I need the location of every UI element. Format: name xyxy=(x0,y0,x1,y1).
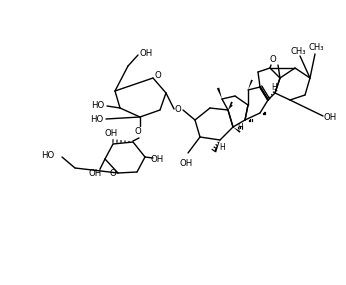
Text: CH₃: CH₃ xyxy=(308,44,324,52)
Text: O: O xyxy=(175,105,181,115)
Text: H: H xyxy=(271,84,277,93)
Text: OH: OH xyxy=(88,168,102,178)
Text: H: H xyxy=(237,123,243,131)
Text: HO: HO xyxy=(41,150,54,160)
Text: HO: HO xyxy=(90,115,103,125)
Polygon shape xyxy=(233,127,240,133)
Text: O: O xyxy=(270,56,276,64)
Text: OH: OH xyxy=(104,129,118,139)
Text: O: O xyxy=(110,170,116,178)
Polygon shape xyxy=(228,101,233,110)
Text: O: O xyxy=(135,127,142,137)
Text: HO: HO xyxy=(91,101,104,111)
Polygon shape xyxy=(214,140,220,152)
Text: O: O xyxy=(155,72,161,80)
Polygon shape xyxy=(217,87,222,99)
Polygon shape xyxy=(228,104,233,110)
Text: H: H xyxy=(219,144,225,152)
Text: OH: OH xyxy=(324,113,337,123)
Text: OH: OH xyxy=(179,158,193,168)
Text: CH₃: CH₃ xyxy=(290,48,306,56)
Text: OH: OH xyxy=(139,48,153,58)
Polygon shape xyxy=(248,80,253,90)
Text: OH: OH xyxy=(151,154,164,164)
